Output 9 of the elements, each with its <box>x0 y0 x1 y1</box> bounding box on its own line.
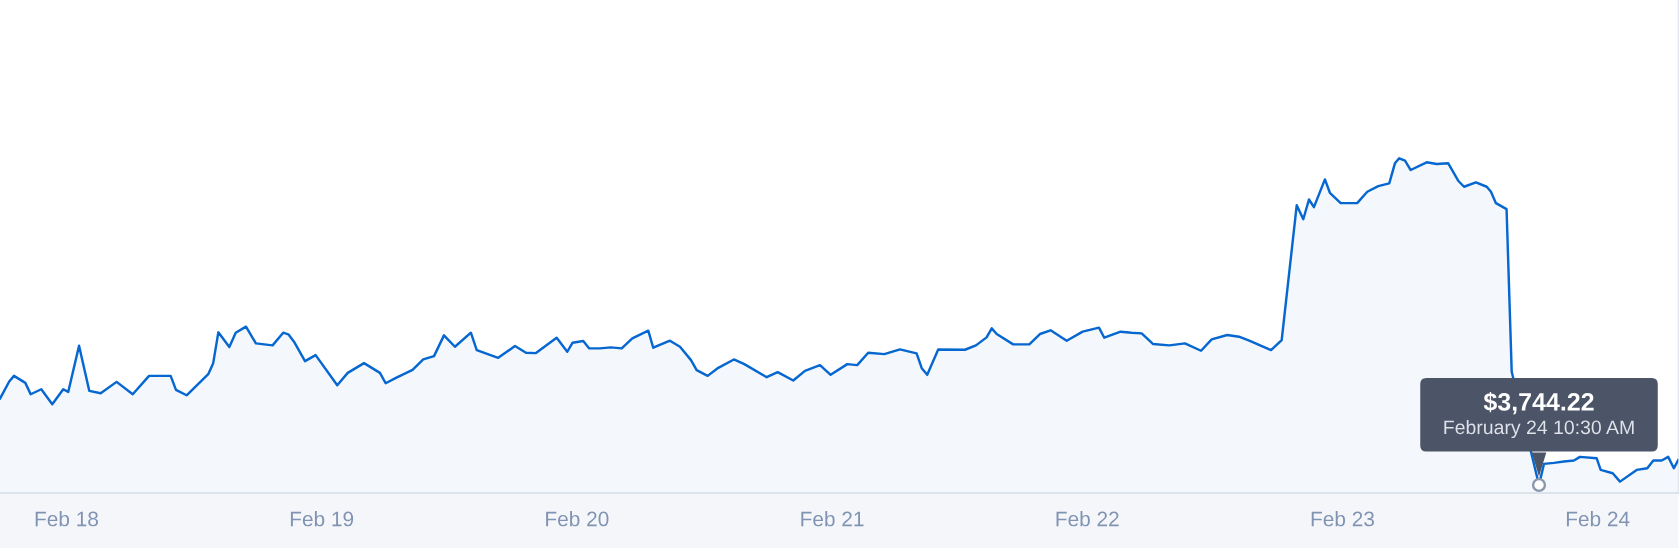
x-tick-label: Feb 23 <box>1311 511 1374 527</box>
annotation: February 24 10:30 AM <box>1444 419 1634 439</box>
annotation: $3,744.22 <box>1483 391 1594 415</box>
x-tick-label: Feb 18 <box>35 511 98 527</box>
x-tick-label: Feb 24 <box>1566 511 1630 527</box>
x-tick-label: Feb 21 <box>801 511 864 527</box>
x-tick-label: Feb 22 <box>1056 511 1119 527</box>
x-tick-label: Feb 20 <box>546 511 609 527</box>
x-tick-label: Feb 19 <box>290 511 354 527</box>
